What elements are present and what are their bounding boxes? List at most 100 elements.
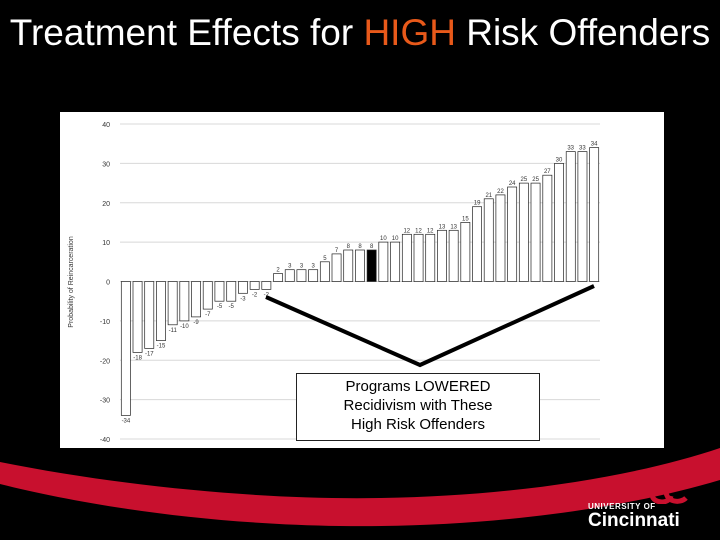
data-label: 7 — [335, 248, 339, 254]
callout-box: Programs LOWERED Recidivism with These H… — [296, 373, 540, 441]
title-suffix: Risk Offenders — [455, 12, 711, 53]
bar — [132, 281, 143, 353]
data-label: -5 — [217, 304, 223, 310]
data-label: 8 — [347, 244, 351, 250]
title-prefix: Treatment Effects for — [9, 12, 364, 53]
bar — [319, 261, 330, 282]
bar — [214, 281, 225, 302]
data-label: 12 — [415, 228, 422, 234]
data-label: 3 — [300, 264, 304, 270]
bar — [401, 233, 412, 282]
data-label: 10 — [380, 236, 387, 242]
data-label: 22 — [497, 189, 504, 195]
bar — [472, 206, 482, 282]
bar — [437, 229, 447, 282]
y-tick-label: 40 — [102, 122, 110, 129]
bar — [378, 241, 389, 282]
bar — [448, 229, 459, 282]
y-tick-label: -10 — [100, 319, 110, 326]
y-tick-label: 30 — [102, 161, 110, 168]
data-label: -10 — [180, 324, 189, 330]
data-label: 30 — [556, 157, 563, 163]
data-label: 12 — [403, 228, 410, 234]
callout-line: Recidivism with These — [343, 397, 493, 414]
bar — [518, 182, 529, 282]
y-tick-label: 0 — [106, 280, 110, 287]
data-label: 33 — [567, 146, 574, 152]
bar — [296, 269, 307, 282]
bar — [273, 273, 283, 282]
y-ticks: 40 30 20 10 0 -10 -20 -30 -40 — [100, 122, 110, 444]
bar — [413, 233, 424, 282]
data-label: -34 — [122, 418, 131, 424]
data-label: 13 — [439, 224, 446, 230]
bar — [425, 233, 436, 282]
bar — [565, 151, 576, 282]
title-highlight: HIGH — [363, 12, 456, 53]
university-logo: UNIVERSITY OF Cincinnati — [586, 478, 704, 532]
slide-title: Treatment Effects for HIGH Risk Offender… — [0, 8, 720, 58]
bar — [156, 281, 166, 341]
bar — [120, 281, 131, 416]
bar — [191, 281, 201, 318]
logo-cincinnati: Cincinnati — [588, 510, 680, 531]
data-label: 8 — [358, 244, 362, 250]
data-label: 25 — [521, 177, 528, 183]
bar — [284, 269, 295, 282]
data-label: 19 — [474, 201, 481, 207]
data-label: -2 — [264, 292, 270, 298]
bar — [589, 147, 600, 282]
bar — [495, 194, 506, 282]
data-label: -15 — [157, 344, 166, 350]
callout-line: Programs LOWERED — [345, 378, 491, 395]
data-label: 15 — [462, 216, 469, 222]
data-label: -7 — [205, 312, 211, 318]
data-label: 12 — [427, 228, 434, 234]
data-label: -3 — [240, 296, 246, 302]
bar — [249, 281, 260, 290]
bar — [238, 281, 248, 294]
bar — [343, 249, 354, 282]
callout-line: High Risk Offenders — [351, 416, 485, 433]
y-axis-label: Probability of Reincarceration — [68, 236, 75, 328]
data-label: -9 — [193, 320, 199, 326]
data-label: 3 — [312, 264, 316, 270]
bar — [554, 163, 564, 282]
bar — [483, 198, 494, 282]
bar — [355, 249, 365, 282]
data-label: 2 — [276, 268, 280, 274]
data-label: 24 — [509, 181, 516, 187]
bar — [542, 174, 553, 282]
data-label: -18 — [133, 355, 142, 361]
bar — [202, 281, 213, 310]
y-tick-label: -40 — [100, 437, 110, 444]
data-label: -17 — [145, 351, 154, 357]
bar — [530, 182, 541, 282]
bar — [577, 151, 588, 282]
bar — [144, 281, 155, 349]
data-label: 33 — [579, 146, 586, 152]
data-label: -5 — [229, 304, 235, 310]
y-tick-label: 10 — [102, 240, 110, 247]
bar — [261, 281, 272, 290]
bar — [507, 186, 518, 282]
data-label: 8 — [370, 244, 374, 250]
data-label: 34 — [591, 142, 598, 148]
bar — [226, 281, 237, 302]
data-label: -2 — [252, 292, 258, 298]
bar — [390, 241, 401, 282]
bar — [331, 253, 342, 282]
logo-university-of: UNIVERSITY OF — [588, 502, 656, 511]
data-label: 25 — [532, 177, 539, 183]
data-label: 3 — [288, 264, 292, 270]
data-label: 5 — [323, 256, 327, 262]
data-label: -11 — [169, 328, 178, 334]
data-label: 27 — [544, 169, 551, 175]
bar — [167, 281, 178, 326]
y-tick-label: -20 — [100, 358, 110, 365]
y-tick-label: 20 — [102, 201, 110, 208]
bar — [308, 269, 319, 282]
data-label: 13 — [450, 224, 457, 230]
bar — [460, 222, 471, 282]
